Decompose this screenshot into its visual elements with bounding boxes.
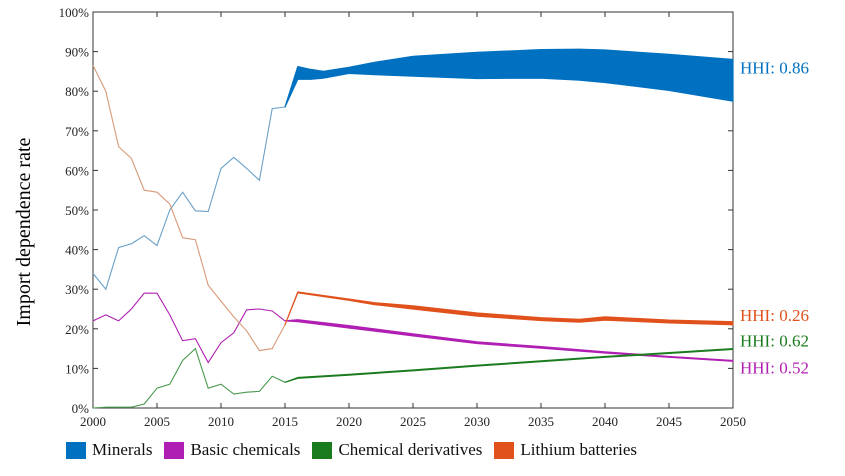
legend-label: Basic chemicals <box>190 440 301 459</box>
legend-item-basic-chemicals: Basic chemicals <box>164 440 300 460</box>
x-tick-label: 2020 <box>336 414 362 429</box>
legend-label: Minerals <box>92 440 153 459</box>
x-tick-label: 2035 <box>528 414 554 429</box>
chemical-derivatives-projection-band <box>284 348 734 383</box>
y-tick-label: 20% <box>65 322 89 337</box>
x-tick-label: 2005 <box>144 414 170 429</box>
x-tick-label: 2045 <box>656 414 682 429</box>
legend-swatch <box>66 441 86 459</box>
legend-swatch <box>312 441 333 459</box>
hhi-label-chemical-derivatives: HHI: 0.62 <box>740 332 809 351</box>
series-minerals <box>92 48 734 291</box>
x-tick-label: 2040 <box>592 414 618 429</box>
hhi-label-minerals: HHI: 0.86 <box>740 58 809 77</box>
legend-item-lithium-batteries: Lithium batteries <box>494 440 637 460</box>
y-tick-label: 80% <box>65 84 89 99</box>
axis-ticks <box>92 11 734 409</box>
minerals-projection-band <box>284 48 734 108</box>
chart: 2000 2005 2010 2015 2020 2025 2030 2035 2040 2045… <box>13 5 809 429</box>
minerals-historical-line <box>92 106 286 291</box>
series-layer <box>92 48 734 409</box>
y-axis-label: Import dependence rate <box>13 137 35 326</box>
legend-item-minerals: Minerals <box>66 440 152 460</box>
legend-swatch <box>164 441 185 459</box>
legend-item-chemical-derivatives: Chemical derivatives <box>312 440 482 460</box>
x-tick-label: 2025 <box>400 414 426 429</box>
x-tick-label: 2010 <box>208 414 234 429</box>
x-tick-label: 2050 <box>720 414 746 429</box>
basic-chemicals-projection-band <box>284 319 734 362</box>
legend-swatch <box>494 441 515 459</box>
tick-labels: 2000 2005 2010 2015 2020 2025 2030 2035 2040 2045… <box>59 5 746 429</box>
chemical-derivatives-historical-line <box>92 347 286 409</box>
x-tick-label: 2015 <box>272 414 298 429</box>
x-tick-label: 2030 <box>464 414 490 429</box>
basic-chemicals-historical-line <box>92 292 286 364</box>
y-tick-label: 40% <box>65 243 89 258</box>
y-tick-label: 100% <box>59 5 90 20</box>
lithium-batteries-historical-line <box>92 65 286 352</box>
legend-label: Lithium batteries <box>520 440 638 459</box>
series-chemical-derivatives <box>92 347 734 409</box>
y-tick-label: 50% <box>65 203 89 218</box>
x-tick-label: 2000 <box>80 414 106 429</box>
series-lithium-batteries <box>92 65 734 352</box>
hhi-labels: HHI: 0.86 HHI: 0.52 HHI: 0.62 HHI: 0.26 <box>740 58 809 377</box>
y-tick-label: 60% <box>65 163 89 178</box>
legend-label: Chemical derivatives <box>338 440 483 459</box>
legend: Minerals Basic chemicals Chemical derivati… <box>66 440 649 460</box>
y-tick-label: 10% <box>65 361 89 376</box>
series-basic-chemicals <box>92 292 734 364</box>
y-tick-label: 30% <box>65 282 89 297</box>
y-tick-label: 0% <box>72 401 90 416</box>
hhi-label-basic-chemicals: HHI: 0.52 <box>740 359 809 378</box>
y-tick-label: 70% <box>65 124 89 139</box>
lithium-batteries-projection-band <box>284 291 734 326</box>
y-tick-label: 90% <box>65 45 89 60</box>
hhi-label-lithium-batteries: HHI: 0.26 <box>740 306 809 325</box>
